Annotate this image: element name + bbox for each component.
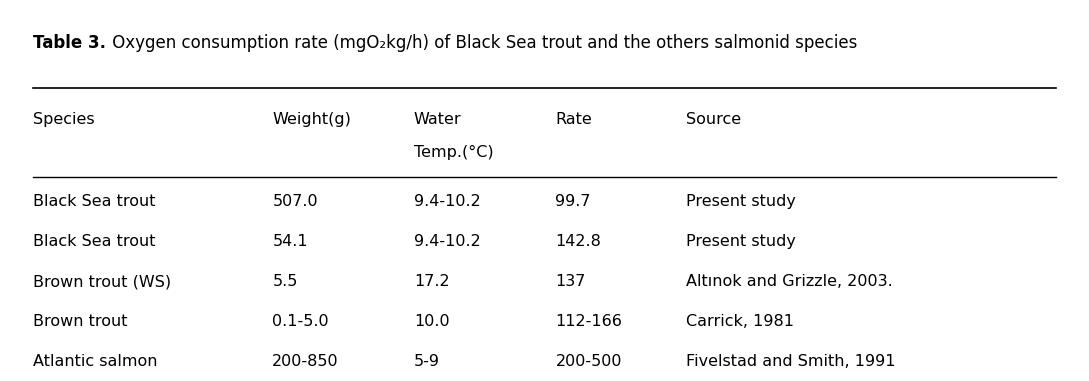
Text: 9.4-10.2: 9.4-10.2 (414, 194, 480, 209)
Text: Temp.(°C): Temp.(°C) (414, 145, 493, 160)
Text: Oxygen consumption rate (mgO₂kg/h) of Black Sea trout and the others salmonid sp: Oxygen consumption rate (mgO₂kg/h) of Bl… (107, 34, 857, 52)
Text: 142.8: 142.8 (555, 234, 601, 249)
Text: Carrick, 1981: Carrick, 1981 (686, 314, 794, 329)
Text: 5.5: 5.5 (272, 274, 297, 289)
Text: Source: Source (686, 112, 742, 127)
Text: Present study: Present study (686, 194, 796, 209)
Text: 54.1: 54.1 (272, 234, 308, 249)
Text: Table 3.: Table 3. (33, 34, 106, 52)
Text: 17.2: 17.2 (414, 274, 450, 289)
Text: Atlantic salmon: Atlantic salmon (33, 354, 157, 369)
Text: Brown trout: Brown trout (33, 314, 127, 329)
Text: 0.1-5.0: 0.1-5.0 (272, 314, 329, 329)
Text: Black Sea trout: Black Sea trout (33, 234, 155, 249)
Text: Weight(g): Weight(g) (272, 112, 351, 127)
Text: Brown trout (WS): Brown trout (WS) (33, 274, 171, 289)
Text: 10.0: 10.0 (414, 314, 450, 329)
Text: 112-166: 112-166 (555, 314, 622, 329)
Text: 200-850: 200-850 (272, 354, 339, 369)
Text: Water: Water (414, 112, 462, 127)
Text: 507.0: 507.0 (272, 194, 318, 209)
Text: Species: Species (33, 112, 95, 127)
Text: 5-9: 5-9 (414, 354, 440, 369)
Text: 200-500: 200-500 (555, 354, 622, 369)
Text: 9.4-10.2: 9.4-10.2 (414, 234, 480, 249)
Text: Rate: Rate (555, 112, 592, 127)
Text: 137: 137 (555, 274, 586, 289)
Text: Present study: Present study (686, 234, 796, 249)
Text: 99.7: 99.7 (555, 194, 591, 209)
Text: Fivelstad and Smith, 1991: Fivelstad and Smith, 1991 (686, 354, 895, 369)
Text: Black Sea trout: Black Sea trout (33, 194, 155, 209)
Text: Altınok and Grizzle, 2003.: Altınok and Grizzle, 2003. (686, 274, 893, 289)
